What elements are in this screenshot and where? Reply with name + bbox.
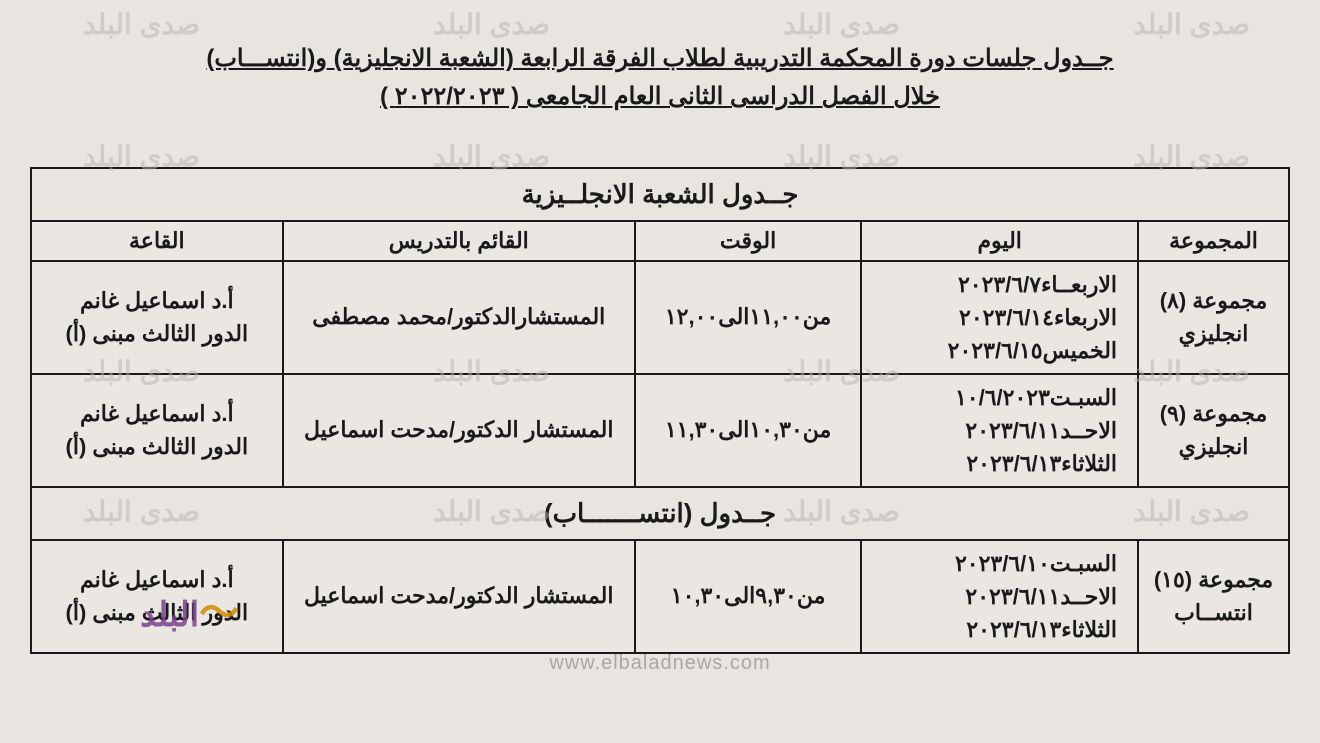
- time-cell: من٩,٣٠الى١٠,٣٠: [635, 540, 861, 653]
- col-day: اليوم: [861, 221, 1138, 261]
- instructor-cell: المستشار الدكتور/مدحت اسماعيل: [283, 540, 635, 653]
- section1-header: جــدول الشعبة الانجلــيزية: [31, 168, 1289, 221]
- column-header-row: المجموعة اليوم الوقت القائم بالتدريس الق…: [31, 221, 1289, 261]
- col-group: المجموعة: [1138, 221, 1289, 261]
- logo-watermark: 〜البلد: [140, 580, 239, 638]
- hall-name: أ.د اسماعيل غانم: [42, 284, 272, 317]
- group-lang: انجليزي: [1149, 317, 1278, 350]
- section1-header-row: جــدول الشعبة الانجلــيزية: [31, 168, 1289, 221]
- group-lang: انجليزي: [1149, 430, 1278, 463]
- time-cell: من١١,٠٠الى١٢,٠٠: [635, 261, 861, 374]
- hall-cell: أ.د اسماعيل غانم الدور الثالث مبنى (أ): [31, 261, 283, 374]
- group-lang: انتســاب: [1149, 596, 1278, 629]
- url-watermark: www.elbaladnews.com: [549, 652, 770, 675]
- day-cell: السبـت١٠/٦/٢٠٢٣الاحــد٢٠٢٣/٦/١١الثلاثاء٢…: [861, 374, 1138, 487]
- day-cell: السبـت٢٠٢٣/٦/١٠الاحــد٢٠٢٣/٦/١١الثلاثاء٢…: [861, 540, 1138, 653]
- section2-header: جــدول (انتســـــــاب): [31, 487, 1289, 540]
- day-cell: الاربعــاء٢٠٢٣/٦/٧الاربعاء٢٠٢٣/٦/١٤الخمي…: [861, 261, 1138, 374]
- table-row: مجموعة (٩) انجليزي السبـت١٠/٦/٢٠٢٣الاحــ…: [31, 374, 1289, 487]
- instructor-cell: المستشارالدكتور/محمد مصطفى: [283, 261, 635, 374]
- section2-header-row: جــدول (انتســـــــاب): [31, 487, 1289, 540]
- time-cell: من١٠,٣٠الى١١,٣٠: [635, 374, 861, 487]
- group-cell: مجموعة (١٥) انتســاب: [1138, 540, 1289, 653]
- group-cell: مجموعة (٨) انجليزي: [1138, 261, 1289, 374]
- title-block: جــدول جلسات دورة المحكمة التدريبية لطلا…: [30, 40, 1290, 117]
- title-line-2: خلال الفصل الدراسى الثانى العام الجامعى …: [30, 78, 1290, 116]
- group-cell: مجموعة (٩) انجليزي: [1138, 374, 1289, 487]
- hall-cell: أ.د اسماعيل غانم الدور الثالث مبنى (أ): [31, 374, 283, 487]
- hall-floor: الدور الثالث مبنى (أ): [42, 317, 272, 350]
- title-line-1: جــدول جلسات دورة المحكمة التدريبية لطلا…: [30, 40, 1290, 78]
- col-hall: القاعة: [31, 221, 283, 261]
- hall-floor: الدور الثالث مبنى (أ): [42, 430, 272, 463]
- table-row: مجموعة (٨) انجليزي الاربعــاء٢٠٢٣/٦/٧الا…: [31, 261, 1289, 374]
- col-time: الوقت: [635, 221, 861, 261]
- group-name: مجموعة (٩): [1149, 397, 1278, 430]
- group-name: مجموعة (١٥): [1149, 563, 1278, 596]
- col-instructor: القائم بالتدريس: [283, 221, 635, 261]
- logo-curl-icon: 〜: [199, 591, 239, 635]
- document-page: جــدول جلسات دورة المحكمة التدريبية لطلا…: [0, 0, 1320, 654]
- instructor-cell: المستشار الدكتور/مدحت اسماعيل: [283, 374, 635, 487]
- hall-name: أ.د اسماعيل غانم: [42, 397, 272, 430]
- group-name: مجموعة (٨): [1149, 284, 1278, 317]
- logo-text: البلد: [140, 596, 199, 634]
